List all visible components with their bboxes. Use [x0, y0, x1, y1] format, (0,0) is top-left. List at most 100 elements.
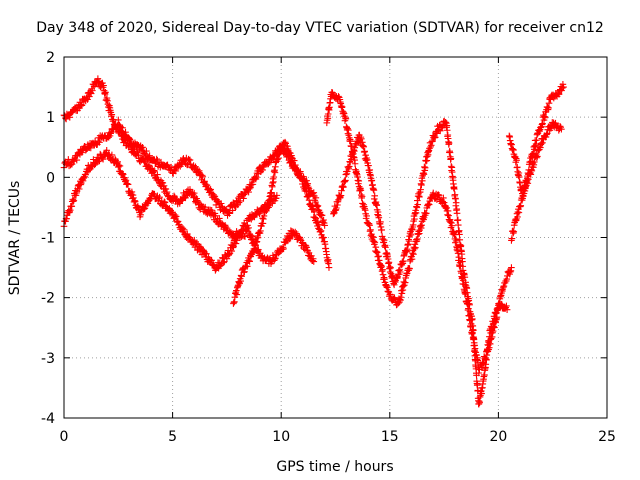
- x-tick-label: 20: [489, 429, 507, 445]
- data-point: [229, 207, 236, 214]
- data-point: [331, 92, 339, 99]
- data-point: [420, 171, 428, 178]
- data-point: [251, 245, 258, 253]
- data-point: [245, 224, 252, 232]
- data-point: [503, 302, 510, 310]
- data-point: [185, 155, 192, 163]
- data-point: [503, 275, 511, 283]
- data-point: [410, 250, 417, 258]
- data-point: [259, 166, 266, 174]
- data-point: [160, 198, 168, 206]
- data-point: [66, 114, 74, 121]
- data-point: [469, 315, 476, 323]
- data-point: [203, 181, 211, 189]
- data-point: [150, 167, 158, 174]
- y-tick-label: -2: [41, 291, 55, 307]
- data-point: [108, 111, 116, 118]
- data-point: [105, 133, 113, 141]
- data-point: [486, 333, 493, 340]
- data-point: [539, 139, 546, 147]
- data-point: [558, 125, 565, 133]
- data-point: [363, 212, 370, 220]
- data-point: [556, 123, 564, 130]
- data-point: [236, 234, 244, 241]
- data-point: [190, 189, 198, 197]
- data-point: [291, 228, 299, 236]
- data-point: [321, 222, 328, 229]
- data-point: [172, 167, 180, 175]
- data-point: [73, 156, 81, 164]
- data-point: [133, 141, 141, 148]
- data-point: [513, 157, 520, 164]
- y-tick-label: -3: [41, 351, 55, 367]
- data-point: [429, 138, 436, 145]
- data-point: [279, 244, 287, 251]
- data-point: [421, 164, 429, 172]
- data-point: [89, 87, 96, 94]
- data-point: [439, 198, 446, 205]
- data-point: [453, 210, 461, 217]
- data-point: [172, 213, 180, 220]
- data-point: [249, 181, 257, 188]
- data-point: [355, 177, 363, 185]
- series-satellite-track-D: [230, 138, 333, 307]
- data-point: [488, 325, 496, 333]
- data-point: [325, 264, 333, 271]
- data-point: [448, 222, 456, 229]
- data-point: [245, 257, 253, 265]
- x-tick-label: 5: [168, 429, 177, 445]
- data-point: [208, 256, 215, 264]
- x-tick-label: 10: [272, 429, 290, 445]
- data-point: [507, 267, 515, 275]
- data-point: [256, 249, 264, 257]
- data-point: [366, 222, 373, 229]
- data-point: [314, 218, 322, 226]
- data-point: [508, 264, 515, 271]
- data-point: [272, 254, 279, 262]
- data-point: [156, 193, 163, 201]
- data-point: [163, 188, 171, 196]
- data-point: [440, 194, 447, 202]
- data-point: [469, 327, 477, 334]
- data-point: [144, 200, 152, 207]
- data-point: [103, 147, 111, 154]
- data-point: [268, 189, 275, 196]
- series-satellite-track-H: [505, 119, 565, 200]
- data-point: [271, 255, 279, 263]
- x-tick-label: 0: [60, 429, 69, 445]
- data-point: [515, 209, 523, 216]
- data-point: [184, 161, 192, 169]
- data-point: [241, 268, 248, 275]
- chart-title: Day 348 of 2020, Sidereal Day-to-day VTE…: [36, 20, 604, 36]
- data-point: [303, 244, 310, 251]
- data-point: [270, 173, 278, 181]
- data-point: [203, 250, 210, 258]
- data-point: [361, 148, 369, 155]
- data-point: [199, 173, 207, 181]
- data-point: [342, 115, 350, 123]
- data-point: [153, 155, 160, 163]
- data-point: [232, 240, 240, 247]
- data-point: [228, 247, 236, 255]
- data-point: [351, 160, 359, 168]
- x-tick-label: 15: [381, 429, 399, 445]
- data-point: [346, 158, 354, 166]
- data-point: [225, 209, 233, 216]
- data-point: [216, 215, 223, 222]
- data-point: [143, 147, 150, 155]
- data-point: [140, 157, 148, 165]
- data-point: [241, 233, 249, 240]
- data-point: [398, 290, 406, 297]
- data-point: [251, 175, 259, 182]
- series-satellite-track-F: [330, 117, 511, 408]
- data-point: [107, 130, 114, 137]
- data-point: [96, 157, 103, 165]
- data-point: [122, 128, 129, 136]
- data-point: [116, 162, 124, 170]
- data-point: [96, 139, 103, 146]
- data-point: [452, 195, 459, 203]
- data-point: [159, 179, 167, 187]
- data-point: [137, 211, 144, 219]
- data-point: [94, 138, 102, 146]
